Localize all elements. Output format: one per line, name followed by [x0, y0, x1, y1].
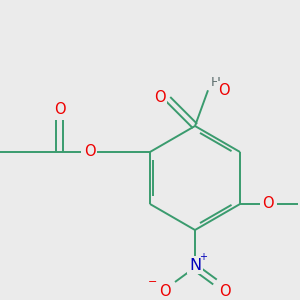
Text: N: N [189, 257, 201, 272]
Text: O: O [84, 145, 96, 160]
Text: H: H [211, 76, 221, 89]
Text: +: + [199, 252, 207, 262]
Text: O: O [159, 284, 171, 299]
Text: −: − [148, 277, 158, 287]
Text: O: O [219, 284, 231, 299]
Text: O: O [54, 103, 66, 118]
Text: O: O [218, 83, 230, 98]
Text: O: O [154, 90, 166, 105]
Text: O: O [262, 196, 274, 211]
